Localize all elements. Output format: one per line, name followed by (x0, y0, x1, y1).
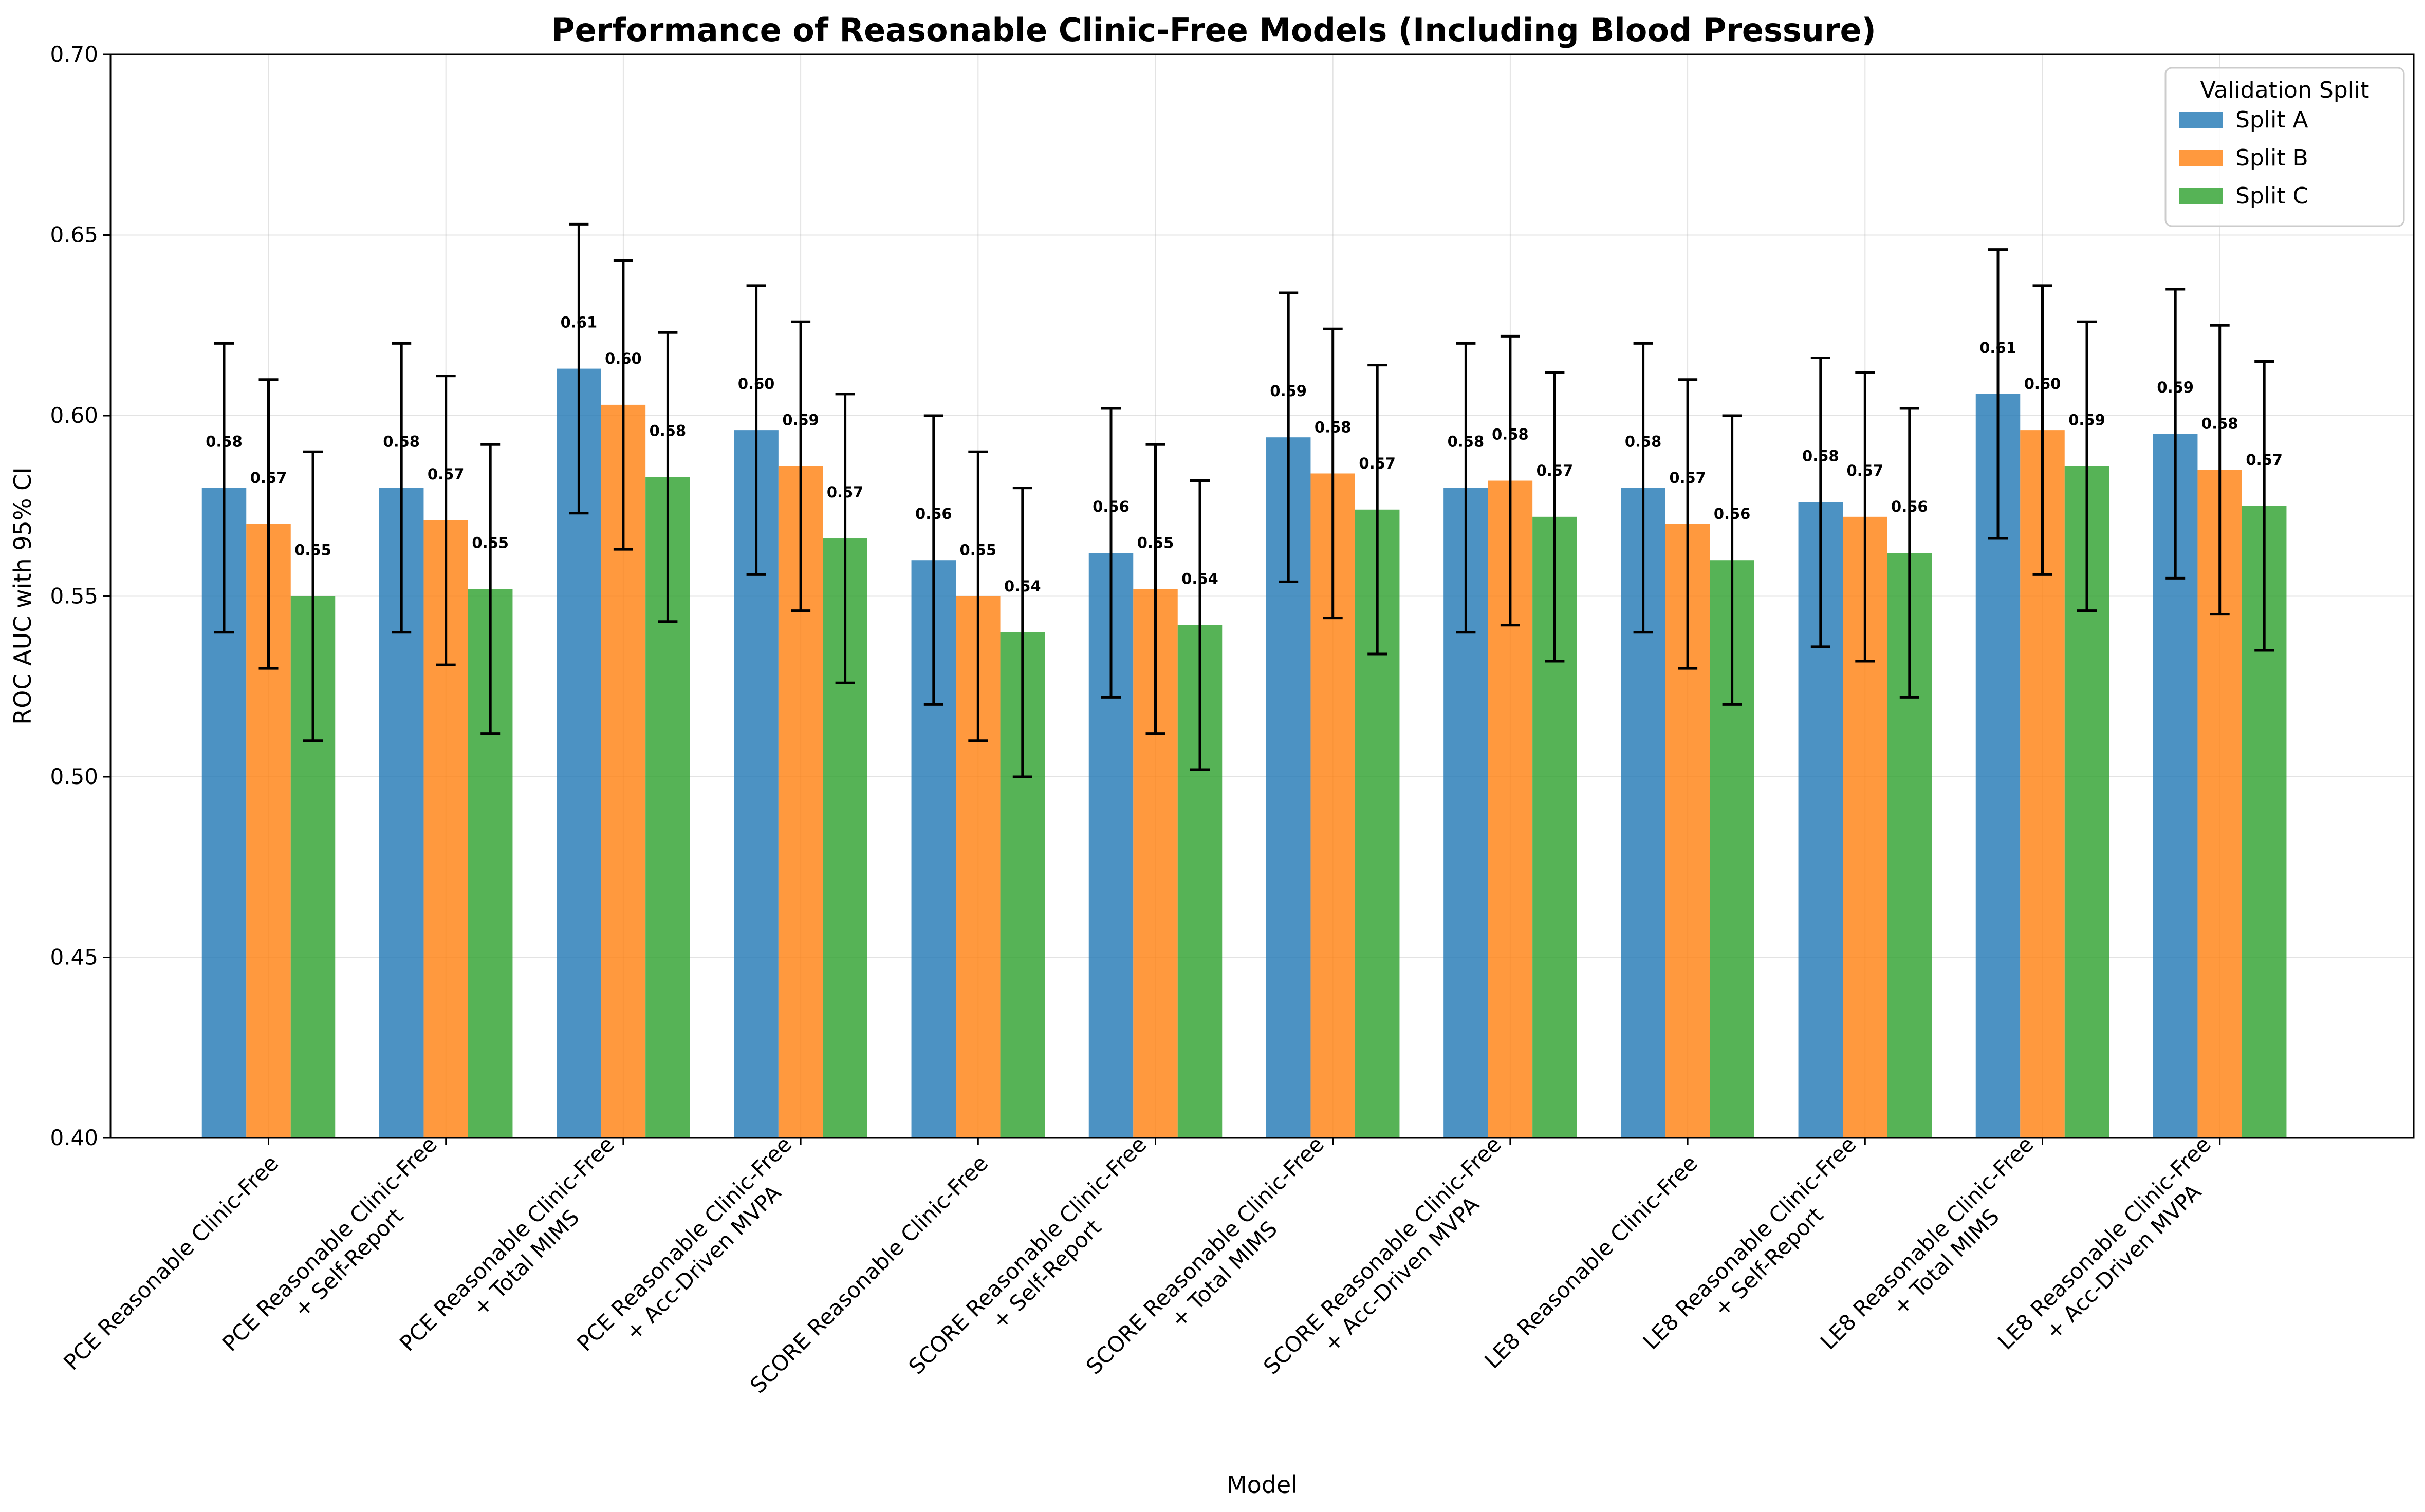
legend-swatch (2179, 112, 2223, 128)
error-bar (1722, 414, 1742, 706)
error-bar (968, 450, 988, 742)
error-bar (214, 342, 234, 634)
legend-box (2164, 67, 2405, 227)
bar-value-label: 0.58 (383, 433, 420, 451)
legend-title: Validation Split (2200, 77, 2370, 103)
bar-value-label: 0.60 (738, 375, 775, 393)
bar-value-label: 0.58 (1492, 426, 1529, 443)
y-tick-label: 0.65 (50, 222, 98, 248)
bar-value-labels: 0.58 0.58 0.61 0.60 0.56 0.56 0.59 0.58 0.58 0.58… (206, 314, 2283, 595)
error-bar (258, 378, 279, 670)
error-bar (1678, 378, 1698, 670)
legend-swatch (2179, 188, 2223, 204)
error-bar (2165, 288, 2186, 580)
error-bar (1190, 479, 1210, 771)
bar-value-label: 0.55 (294, 542, 331, 559)
error-bar (1012, 487, 1032, 778)
bar-value-label: 0.58 (650, 422, 687, 440)
error-bar (835, 393, 855, 684)
legend-label: Split C (2235, 183, 2308, 209)
y-tick-label: 0.70 (50, 42, 98, 67)
bar-value-label: 0.57 (1847, 462, 1884, 479)
bar-value-label: 0.54 (1181, 570, 1218, 588)
error-bar (1855, 371, 1875, 663)
legend: Validation Split Split A Split B Split C (2164, 67, 2405, 227)
error-bar (923, 414, 943, 706)
x-axis-label: Model (1227, 1471, 1298, 1499)
legend-item: Split B (2179, 145, 2308, 171)
error-bar (1899, 407, 1919, 699)
error-bar (613, 259, 633, 551)
error-bar (1145, 443, 1165, 735)
y-axis-ticks: 0.40 0.45 0.50 0.55 0.60 0.65 0.70 (50, 42, 110, 1150)
bar-value-label: 0.56 (1891, 498, 1928, 515)
error-bar (1279, 291, 1299, 583)
bar-value-label: 0.59 (1270, 382, 1307, 400)
error-bar (791, 320, 811, 612)
bar-value-label: 0.57 (250, 469, 287, 487)
legend-label: Split B (2235, 145, 2308, 171)
error-bar (2032, 284, 2052, 576)
bar-value-label: 0.55 (1137, 534, 1174, 551)
legend-item: Split C (2179, 183, 2308, 209)
bar-value-label: 0.56 (1714, 505, 1751, 522)
bar-value-label: 0.55 (472, 534, 509, 551)
y-tick-label: 0.50 (50, 764, 98, 789)
bar-value-label: 0.58 (2201, 415, 2238, 432)
legend-item: Split A (2179, 107, 2308, 133)
bar-value-label: 0.57 (1669, 469, 1706, 487)
bar-value-label: 0.56 (1093, 498, 1130, 515)
bar-value-label: 0.58 (1448, 433, 1485, 451)
error-bar (392, 342, 412, 634)
legend-swatch (2179, 150, 2223, 166)
error-bar (303, 450, 323, 742)
bar-value-label: 0.61 (561, 314, 598, 331)
legend-items: Split A Split B Split C (2179, 107, 2308, 209)
y-axis-label: ROC AUC with 95% CI (9, 467, 36, 725)
bar-value-label: 0.58 (1625, 433, 1662, 451)
legend-label: Split A (2235, 107, 2308, 133)
error-bar (1633, 342, 1653, 634)
bar-value-label: 0.59 (2157, 379, 2194, 396)
error-bar (569, 222, 589, 515)
error-bar (2210, 324, 2230, 616)
error-bar (1545, 371, 1565, 663)
error-bar (1456, 342, 1476, 634)
bar-value-label: 0.57 (428, 465, 465, 483)
bar-value-label: 0.60 (2024, 375, 2061, 393)
bar-value-label: 0.57 (2246, 451, 2283, 469)
bar-value-label: 0.58 (206, 433, 243, 451)
bar-value-label: 0.61 (1979, 339, 2016, 357)
error-bar (658, 331, 678, 623)
bar-value-label: 0.59 (2068, 411, 2105, 428)
error-bar (436, 375, 456, 666)
y-tick-label: 0.60 (50, 403, 98, 428)
bar-value-label: 0.55 (960, 542, 997, 559)
error-bar (1988, 248, 2008, 540)
bar-value-label: 0.58 (1315, 418, 1352, 436)
bar-value-label: 0.56 (915, 505, 952, 522)
error-bar (1367, 364, 1387, 656)
error-bar (1101, 407, 1121, 699)
bar-value-label: 0.57 (1359, 455, 1396, 472)
bar-value-label: 0.60 (605, 350, 642, 367)
error-bar (1810, 357, 1830, 648)
error-bar (2254, 360, 2274, 652)
error-bar (2077, 320, 2097, 612)
y-tick-label: 0.45 (50, 945, 98, 970)
error-bar (746, 284, 766, 576)
y-tick-label: 0.40 (50, 1125, 98, 1150)
bar-value-label: 0.59 (782, 411, 819, 428)
bar-value-label: 0.58 (1802, 447, 1839, 465)
error-bar (1500, 334, 1520, 627)
bar-value-label: 0.57 (1537, 462, 1574, 479)
bar-value-label: 0.54 (1004, 577, 1041, 595)
error-bar (1323, 327, 1343, 620)
bar-value-label: 0.57 (827, 483, 864, 501)
error-bars (214, 222, 2274, 778)
chart-title: Performance of Reasonable Clinic-Free Mo… (551, 11, 1876, 49)
y-tick-label: 0.55 (50, 584, 98, 609)
error-bar (480, 443, 501, 735)
